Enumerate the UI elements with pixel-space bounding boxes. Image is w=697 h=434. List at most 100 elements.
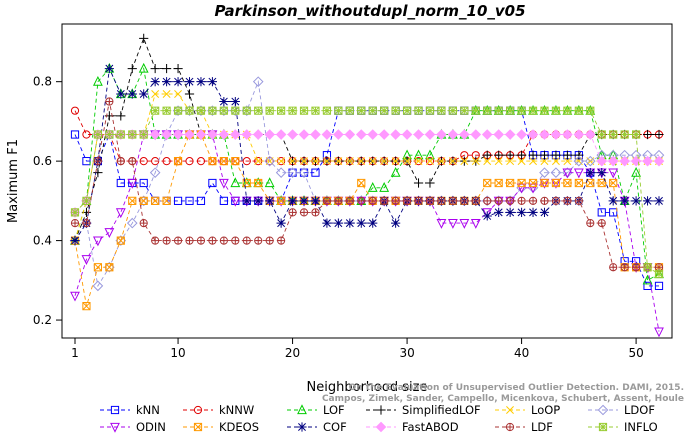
data-point-cof [356,218,366,228]
data-point-lof [138,62,149,73]
data-point-ldf [128,157,137,166]
data-point-cof [642,196,653,206]
data-point-inflo [70,208,80,217]
legend-label: LDOF [624,403,655,417]
data-point-loop [334,157,343,166]
data-point-ldof [104,261,115,273]
data-point-cof [322,218,332,228]
data-point-fastabod [619,155,630,167]
data-point-loop [322,157,331,166]
data-point-kdeos [528,178,538,188]
data-point-ldf [597,219,606,228]
data-point-knnw [196,157,206,166]
data-point-ldf [242,236,251,245]
data-point-loop [494,157,503,166]
legend-label: kNN [136,403,160,417]
data-point-fastabod [172,129,184,140]
data-point-knn [311,168,320,177]
series-line-cof [74,66,659,241]
data-point-inflo [517,106,526,115]
data-point-cof [333,218,343,228]
x-tick-label: 10 [170,346,185,360]
data-point-fastabod [310,129,321,140]
data-point-knnw [425,157,435,166]
data-point-fastabod [207,129,218,140]
data-point-simplifiedlof [654,129,664,140]
data-point-simplifiedlof [127,63,137,74]
data-point-cof [597,168,607,178]
data-point-fastabod [321,129,333,140]
data-point-cof [184,77,195,87]
data-point-kdeos [173,157,183,166]
legend-swatch-marker [193,405,203,415]
data-point-fastabod [287,129,298,140]
data-point-cof [528,207,538,217]
data-point-inflo [345,106,354,115]
data-point-inflo [586,106,595,115]
data-point-knnw [82,130,91,139]
data-point-ldf [277,236,286,245]
data-point-kdeos [231,157,240,166]
data-point-cof [505,207,515,217]
data-point-inflo [654,269,664,279]
data-point-ldof [298,167,310,178]
data-point-ldf [471,196,480,205]
data-point-ldof [172,105,184,116]
data-point-loop [448,157,457,166]
data-point-odin [573,168,584,179]
data-point-ldf [517,196,526,205]
data-point-lof [230,177,241,188]
data-point-lof [413,149,424,160]
data-point-knnw [139,157,148,166]
data-point-fastabod [401,129,413,140]
data-point-inflo [563,106,572,115]
data-point-knn [82,157,91,166]
data-point-loop [254,157,263,166]
data-point-odin [127,178,138,189]
data-point-kdeos [551,178,561,188]
data-point-ldf [82,219,91,228]
data-point-simplifiedlof [528,150,538,160]
series-line-kdeos [74,134,659,307]
data-point-knn [609,208,618,217]
data-point-inflo [242,106,251,115]
data-point-ldf [162,236,171,245]
data-point-inflo [609,130,618,139]
legend-label: KDEOS [219,420,259,434]
data-point-inflo [402,106,412,115]
legend-label: ODIN [136,420,166,434]
data-point-ldof [584,155,596,167]
series-knnw [70,106,664,166]
data-point-cof [139,89,149,99]
data-point-cof [391,218,401,228]
data-point-knn [219,196,228,205]
data-point-ldf [357,196,366,205]
legend-swatch-marker [597,404,609,416]
legend-item-fastabod: FastABOD [366,420,459,434]
x-axis-label: Neighborhood size [307,380,428,395]
data-point-odin [562,168,573,179]
data-point-fastabod [573,129,585,140]
data-point-loop [311,157,320,166]
data-point-loop [368,157,377,166]
series-line-fastabod [74,134,659,213]
legend-item-loop: LoOP [495,403,560,417]
data-point-inflo [219,106,228,115]
data-point-ldof [92,280,104,292]
data-point-fastabod [527,129,539,140]
data-point-ldof [275,167,287,178]
data-point-loop [426,157,434,166]
data-point-fastabod [436,129,447,140]
data-point-fastabod [230,129,241,140]
data-point-simplifiedlof [562,150,572,160]
legend-swatch-marker [598,422,608,432]
data-point-cof [345,218,355,228]
data-point-fastabod [184,129,195,140]
data-point-cof [70,235,80,246]
data-point-ldf [265,236,274,245]
data-point-kdeos [563,178,572,188]
data-point-inflo [425,106,435,115]
data-point-simplifiedlof [150,63,160,74]
data-point-fastabod [390,129,401,140]
data-point-kdeos [82,302,91,311]
